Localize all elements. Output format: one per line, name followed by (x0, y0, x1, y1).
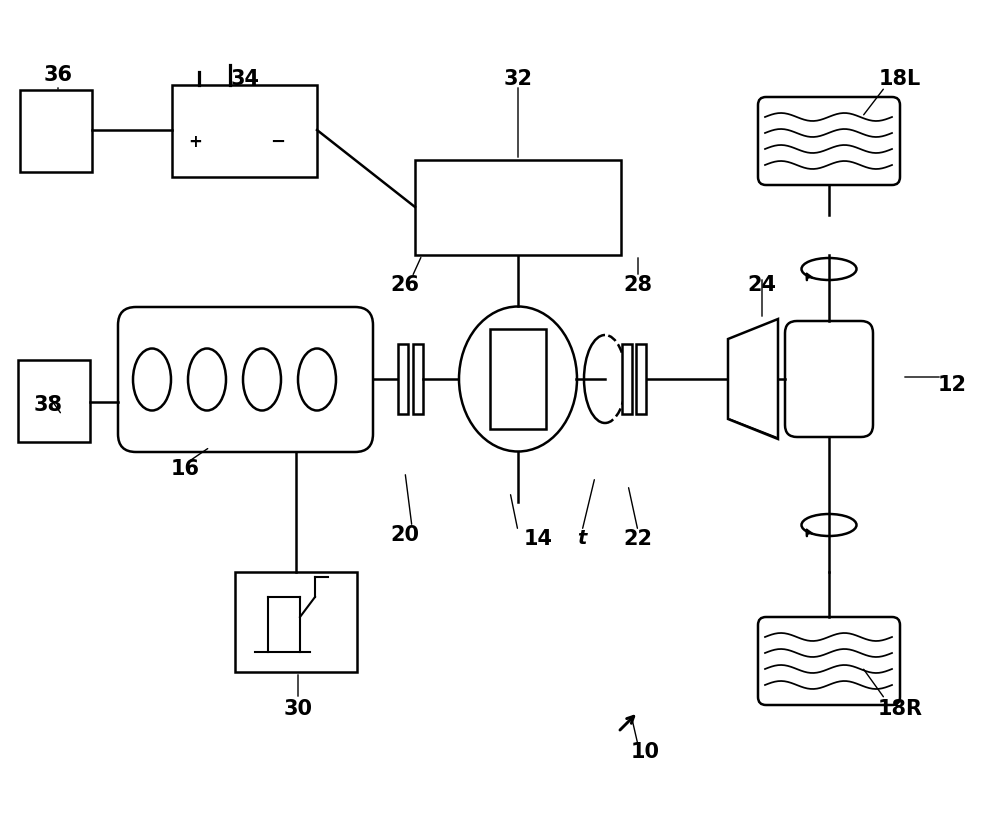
Text: 18R: 18R (878, 699, 922, 719)
Ellipse shape (133, 348, 171, 410)
Text: 14: 14 (524, 529, 552, 549)
Text: 16: 16 (170, 459, 200, 479)
Bar (415, 160, 621, 255)
Bar (490, 329, 546, 429)
Text: 20: 20 (390, 525, 420, 545)
FancyBboxPatch shape (758, 97, 900, 185)
FancyBboxPatch shape (758, 617, 900, 705)
Text: 28: 28 (624, 275, 652, 295)
Text: 32: 32 (504, 69, 532, 89)
Text: 10: 10 (631, 742, 660, 762)
Text: t: t (577, 529, 587, 548)
Bar (18, 360, 90, 442)
Text: 24: 24 (748, 275, 776, 295)
FancyBboxPatch shape (785, 321, 873, 437)
Bar (235, 572, 357, 672)
Bar (636, 344, 646, 414)
Text: 22: 22 (624, 529, 652, 549)
Bar (413, 344, 423, 414)
Bar (172, 85, 317, 177)
Text: 36: 36 (44, 65, 72, 85)
Ellipse shape (243, 348, 281, 410)
FancyBboxPatch shape (118, 307, 373, 452)
Text: 26: 26 (390, 275, 420, 295)
Bar (398, 344, 408, 414)
Text: 38: 38 (34, 395, 62, 415)
Ellipse shape (298, 348, 336, 410)
Text: 18L: 18L (879, 69, 921, 89)
Text: 34: 34 (231, 69, 260, 89)
Ellipse shape (459, 307, 577, 452)
Bar (622, 344, 632, 414)
Polygon shape (728, 319, 778, 439)
Text: 12: 12 (938, 375, 966, 395)
Text: −: − (270, 133, 286, 151)
Bar (20, 90, 92, 172)
Ellipse shape (188, 348, 226, 410)
Text: +: + (188, 133, 202, 151)
Text: 30: 30 (284, 699, 312, 719)
